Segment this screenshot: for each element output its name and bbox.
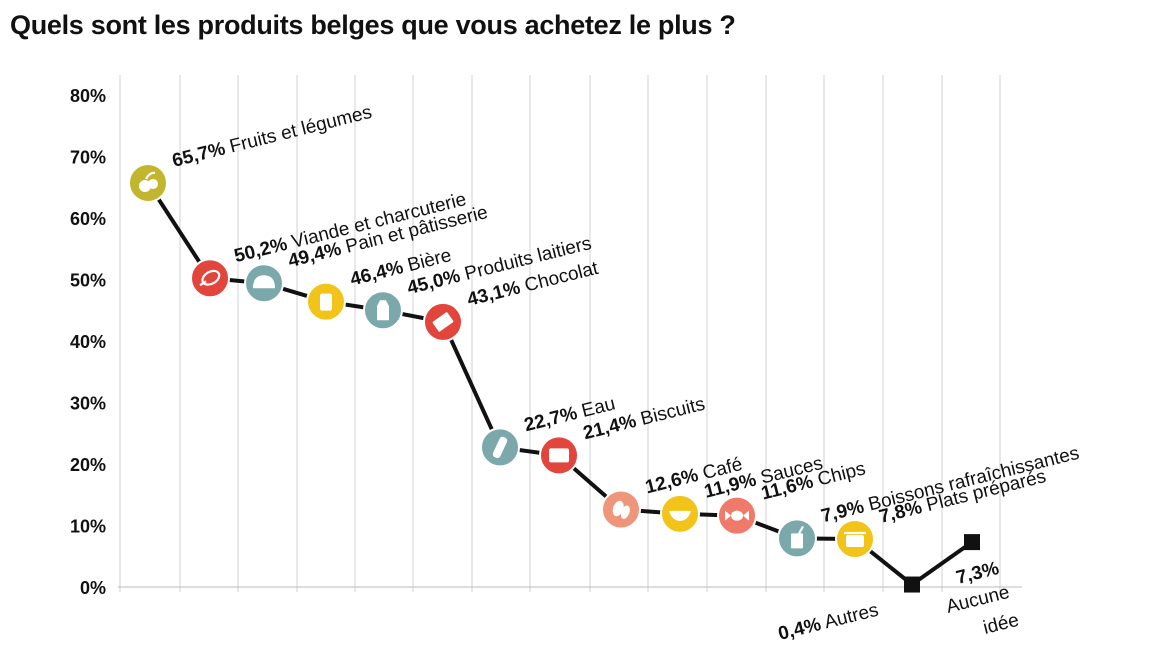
data-point-2 xyxy=(190,258,230,299)
data-label-value: 65,7% xyxy=(170,138,227,171)
y-tick-label: 60% xyxy=(70,209,106,229)
chocolate-icon xyxy=(432,312,454,332)
data-label-value: 22,7% xyxy=(522,403,579,436)
ready-meal-icon xyxy=(844,531,866,548)
soft-drink-icon xyxy=(791,525,804,549)
data-label-value: 50,2% xyxy=(232,234,289,267)
data-point-7 xyxy=(480,427,520,468)
y-tick-label: 80% xyxy=(70,86,106,106)
marker-circle xyxy=(190,258,230,299)
chart-title: Quels sont les produits belges que vous … xyxy=(10,10,736,40)
milk-icon xyxy=(377,300,389,321)
ham-icon xyxy=(199,269,221,287)
sauce-boat-icon xyxy=(669,510,691,521)
square-marker xyxy=(904,576,920,593)
data-label-value: 0,4% xyxy=(776,614,823,645)
square-marker xyxy=(964,534,980,551)
data-point-4 xyxy=(306,281,346,322)
y-tick-label: 30% xyxy=(70,394,106,414)
bread-icon xyxy=(253,275,275,289)
data-point-10 xyxy=(660,493,700,534)
data-point-9 xyxy=(601,489,641,530)
fruits-icon xyxy=(139,171,158,192)
data-point-1 xyxy=(128,162,168,203)
data-point-12 xyxy=(777,518,817,559)
data-label-category: Fruits et légumes xyxy=(222,102,374,159)
data-point-13 xyxy=(835,519,875,560)
data-point-14 xyxy=(904,576,920,593)
data-label: 65,7% Fruits et légumes xyxy=(170,102,374,172)
data-point-3 xyxy=(244,263,284,304)
data-markers xyxy=(128,162,980,593)
beer-icon xyxy=(320,293,332,311)
data-point-6 xyxy=(423,301,463,342)
water-bottle-icon xyxy=(492,436,508,459)
data-point-15 xyxy=(964,534,980,551)
data-label-value: 46,4% xyxy=(348,257,405,290)
data-label-category: Biscuits xyxy=(633,394,707,431)
data-label: 0,4% Autres xyxy=(776,600,881,645)
data-point-8 xyxy=(539,435,579,476)
data-label-value: 12,6% xyxy=(643,465,700,498)
y-tick-label: 40% xyxy=(70,332,106,352)
y-tick-label: 10% xyxy=(70,517,106,537)
y-tick-label: 0% xyxy=(80,578,106,598)
data-point-5 xyxy=(363,290,403,331)
chips-icon xyxy=(725,510,749,521)
data-label-category: Autres xyxy=(818,600,880,635)
y-tick-label: 20% xyxy=(70,455,106,475)
data-label-category: idée xyxy=(981,610,1021,639)
y-tick-label: 50% xyxy=(70,271,106,291)
y-tick-label: 70% xyxy=(70,148,106,168)
coffee-bean-icon xyxy=(612,500,630,519)
biscuit-icon xyxy=(549,448,569,463)
y-axis: 0% 10% 20% 30% 40% 50% 60% 70% 80% xyxy=(70,86,106,598)
grid-lines xyxy=(118,75,1022,592)
data-point-11 xyxy=(717,495,757,536)
